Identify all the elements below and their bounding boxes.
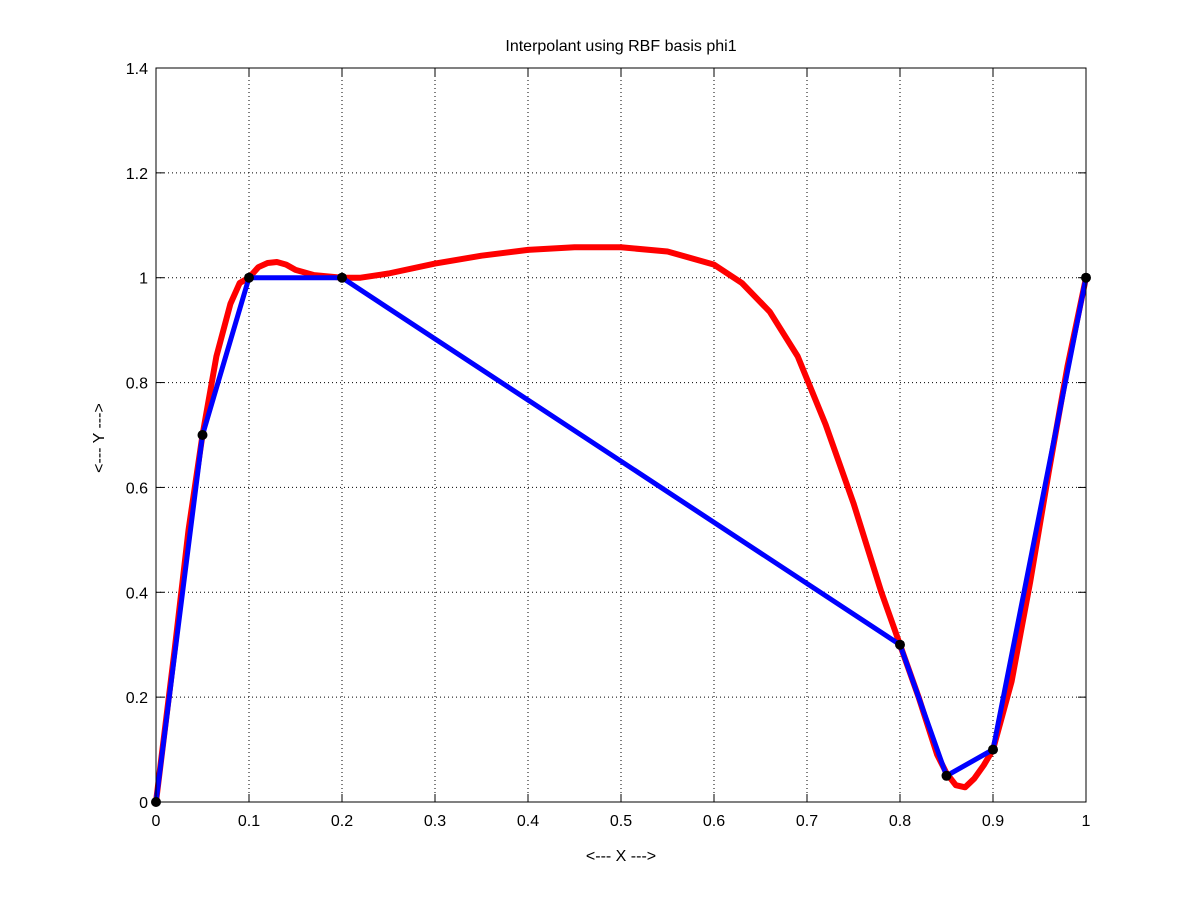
data-point-marker: [337, 272, 347, 283]
y-tick-label: 1.2: [126, 166, 148, 183]
y-tick-label: 0.6: [126, 480, 148, 497]
data-point-marker: [895, 639, 905, 650]
y-tick-label: 0.4: [126, 585, 148, 602]
y-tick-label: 0.2: [126, 690, 148, 707]
plot-area-frame: [155, 67, 1087, 803]
x-tick-label: 0.5: [610, 813, 632, 830]
piecewise-linear-line: [153, 275, 1089, 805]
x-tick-label: 0.9: [982, 813, 1004, 830]
data-point-marker: [197, 430, 208, 440]
x-tick-label: 0.4: [517, 813, 539, 830]
x-axis-label: <--- X --->: [586, 848, 656, 865]
data-point-marker: [941, 770, 952, 781]
data-point-marker: [988, 744, 998, 755]
chart-title: Interpolant using RBF basis phi1: [505, 38, 736, 55]
y-tick-label: 1: [139, 271, 148, 288]
x-tick-label: 1: [1082, 813, 1091, 830]
x-tick-labels: 0 0.1 0.2 0.3 0.4 0.5 0.6 0.7 0.8 0.9 1: [152, 813, 1091, 830]
y-tick-label: 0.8: [126, 376, 148, 393]
grid: [156, 68, 1086, 802]
y-tick-label: 0: [139, 795, 148, 812]
y-tick-label: 1.4: [126, 61, 148, 78]
x-tick-label: 0.1: [238, 813, 260, 830]
y-axis-label: <--- Y --->: [91, 403, 108, 473]
axis-ticks: [155, 67, 1087, 803]
x-tick-label: 0.8: [889, 813, 911, 830]
x-tick-label: 0.3: [424, 813, 446, 830]
data-point-marker: [244, 272, 254, 283]
x-tick-label: 0.6: [703, 813, 725, 830]
y-tick-labels: 0 0.2 0.4 0.6 0.8 1 1.2 1.4: [126, 61, 148, 812]
x-tick-label: 0.7: [796, 813, 818, 830]
x-tick-label: 0.2: [331, 813, 353, 830]
data-points: [151, 272, 1091, 807]
x-tick-label: 0: [152, 813, 161, 830]
